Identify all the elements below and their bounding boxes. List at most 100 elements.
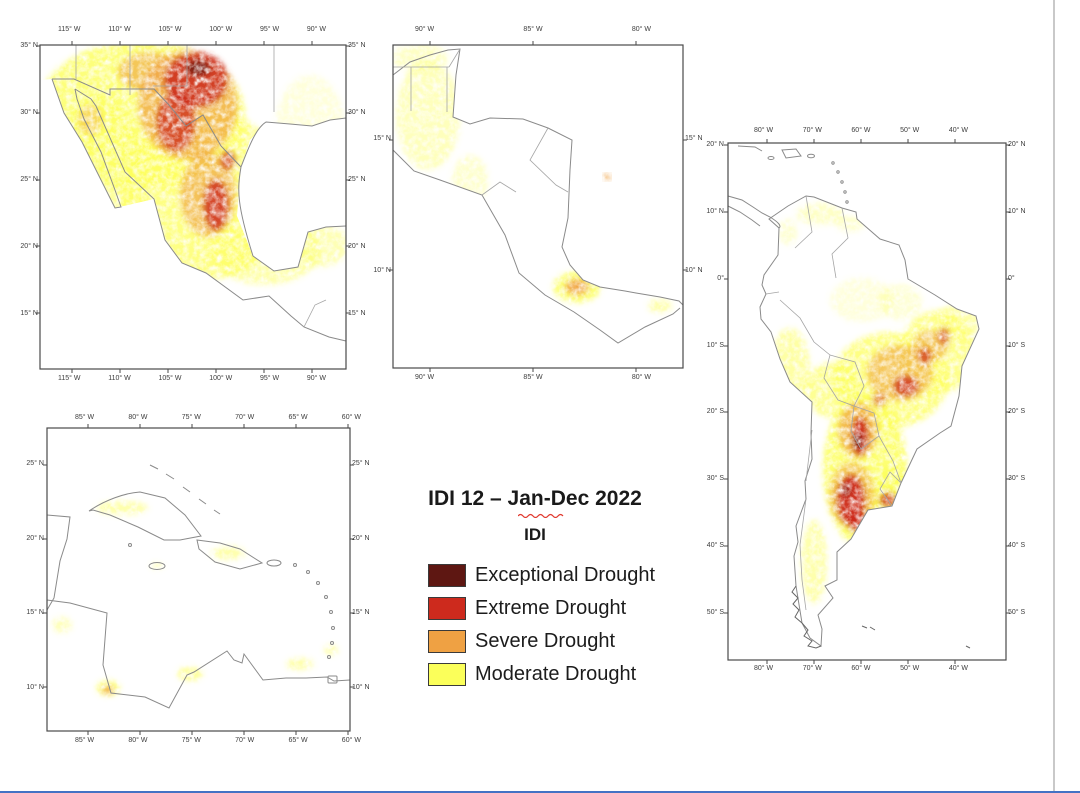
- legend: IDI 12 – Jan-Dec 2022 IDI Exceptional Dr…: [410, 487, 660, 695]
- tick-label: 105° W: [158, 26, 182, 33]
- mexico-lat-axis-left: 35° N 30° N 25° N 20° N 15° N: [4, 41, 38, 319]
- spellcheck-underline-icon: [518, 513, 564, 518]
- tick-label: 115° W: [58, 375, 81, 382]
- legend-item-label: Moderate Drought: [475, 662, 637, 685]
- tick-label: 60° W: [341, 737, 361, 744]
- tick-label: 20° N: [20, 243, 38, 250]
- south-america-map-image: [724, 139, 1010, 664]
- tick-label: 40° W: [948, 127, 968, 134]
- tick-label: 100° W: [209, 375, 233, 382]
- tick-label: 90° W: [415, 26, 435, 33]
- tick-label: 10° S: [1008, 341, 1026, 349]
- tick-label: 20° N: [26, 534, 44, 542]
- legend-item: Extreme Drought: [428, 596, 660, 620]
- tick-label: 50° S: [706, 608, 724, 616]
- tick-label: 15° N: [685, 135, 703, 142]
- tick-label: 15° N: [352, 609, 370, 617]
- legend-item-label: Extreme Drought: [475, 596, 627, 619]
- tick-label: 80° W: [128, 414, 148, 421]
- south-america-lon-axis-top: 80° W 70° W 60° W 50° W 40° W: [754, 126, 968, 136]
- tick-label: 75° W: [181, 414, 201, 421]
- tick-label: 65° W: [288, 737, 308, 744]
- legend-swatch-severe-drought: [428, 629, 466, 653]
- tick-label: 40° S: [1008, 542, 1026, 550]
- tick-label: 60° W: [851, 127, 871, 134]
- tick-label: 95° W: [259, 375, 280, 382]
- south-america-lon-axis-bottom: 80° W 70° W 60° W 50° W 40° W: [754, 664, 968, 674]
- legend-subtitle: IDI: [524, 525, 546, 544]
- legend-title: IDI 12 – Jan-Dec 2022: [410, 487, 660, 518]
- tick-label: 20° N: [348, 243, 366, 250]
- tick-label: 20° N: [352, 534, 370, 542]
- slide-bottom-border: [0, 791, 1080, 793]
- tick-label: 15° N: [26, 609, 44, 617]
- tick-label: 10° N: [373, 267, 391, 274]
- tick-label: 85° W: [75, 737, 95, 744]
- tick-label: 65° W: [288, 414, 308, 421]
- legend-item: Moderate Drought: [428, 662, 660, 686]
- tick-label: 15° N: [348, 310, 366, 317]
- mexico-lon-axis-top: 115° W 110° W 105° W 100° W 95° W 90° W: [58, 25, 326, 35]
- tick-label: 25° N: [348, 176, 366, 183]
- caribbean-lon-axis-bottom: 85° W 80° W 75° W 70° W 65° W 60° W: [75, 736, 361, 746]
- tick-label: 100° W: [209, 26, 233, 33]
- tick-label: 0°: [717, 274, 724, 282]
- caribbean-lat-axis-right: 25° N 20° N 15° N 10° N: [352, 459, 386, 693]
- tick-label: 60° W: [341, 414, 361, 421]
- legend-item-label: Severe Drought: [475, 629, 616, 652]
- mexico-lat-axis-right: 35° N 30° N 25° N 20° N 15° N: [348, 41, 382, 319]
- page-edge-line: [1053, 0, 1055, 793]
- mexico-lon-axis-bottom: 115° W 110° W 105° W 100° W 95° W 90° W: [58, 374, 326, 384]
- tick-label: 25° N: [352, 460, 370, 467]
- tick-label: 50° S: [1008, 608, 1026, 616]
- tick-label: 35° N: [348, 42, 366, 49]
- tick-label: 60° W: [851, 665, 871, 672]
- tick-label: 25° N: [26, 460, 44, 467]
- tick-label: 40° S: [706, 542, 724, 550]
- tick-label: 15° N: [20, 310, 38, 317]
- legend-swatch-exceptional-drought: [428, 563, 466, 587]
- tick-label: 95° W: [259, 26, 280, 33]
- tick-label: 30° S: [706, 475, 724, 483]
- caribbean-lon-axis-top: 85° W 80° W 75° W 70° W 65° W 60° W: [75, 413, 361, 423]
- tick-label: 85° W: [523, 374, 543, 381]
- tick-label: 40° W: [948, 665, 968, 672]
- tick-label: 90° W: [306, 375, 326, 382]
- tick-label: 20° S: [1008, 408, 1026, 416]
- tick-label: 10° N: [26, 683, 44, 691]
- tick-label: 115° W: [58, 26, 81, 33]
- tick-label: 0°: [1008, 274, 1015, 282]
- tick-label: 110° W: [108, 26, 131, 33]
- tick-label: 80° W: [754, 665, 774, 672]
- tick-label: 35° N: [20, 42, 38, 49]
- central-america-lat-axis-right: 15° N 10° N: [685, 134, 719, 276]
- tick-label: 90° W: [306, 26, 326, 33]
- legend-items: Exceptional Drought Extreme Drought Seve…: [410, 563, 660, 686]
- tick-label: 10° N: [685, 267, 703, 274]
- tick-label: 80° W: [754, 127, 774, 134]
- tick-label: 10° N: [706, 207, 724, 215]
- south-america-lat-axis-right: 20° N 10° N 0° 10° S 20° S 30° S 40° S 50° S: [1008, 140, 1042, 618]
- legend-swatch-moderate-drought: [428, 662, 466, 686]
- tick-label: 15° N: [373, 135, 391, 142]
- tick-label: 25° N: [20, 176, 38, 183]
- tick-label: 70° W: [235, 414, 255, 421]
- tick-label: 20° S: [706, 408, 724, 416]
- tick-label: 105° W: [158, 375, 182, 382]
- mexico-map-image: [36, 41, 350, 373]
- tick-label: 70° W: [235, 737, 255, 744]
- central-america-lon-axis-bottom: 90° W 85° W 80° W: [415, 373, 651, 383]
- central-america-lat-axis-left: 15° N 10° N: [357, 134, 391, 276]
- tick-label: 85° W: [523, 26, 543, 33]
- tick-label: 30° S: [1008, 475, 1026, 483]
- tick-label: 75° W: [181, 737, 201, 744]
- central-america-lon-axis-top: 90° W 85° W 80° W: [415, 25, 651, 35]
- tick-label: 70° W: [802, 127, 822, 134]
- tick-label: 10° S: [706, 341, 724, 349]
- legend-swatch-extreme-drought: [428, 596, 466, 620]
- south-america-lat-axis-left: 20° N 10° N 0° 10° S 20° S 30° S 40° S 50° S: [690, 140, 724, 618]
- tick-label: 30° N: [20, 109, 38, 116]
- tick-label: 110° W: [108, 375, 131, 382]
- tick-label: 90° W: [415, 374, 435, 381]
